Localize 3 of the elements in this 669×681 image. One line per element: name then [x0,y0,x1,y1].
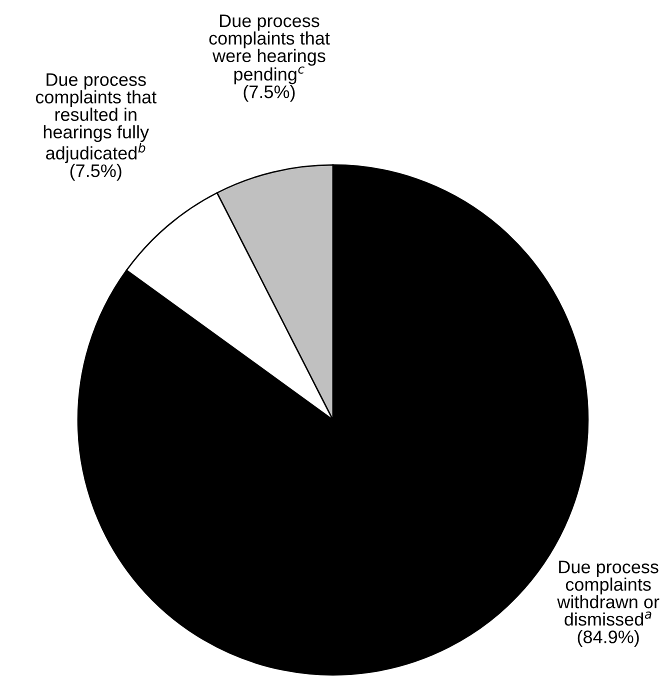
slice-label: Due process complaints that were hearings pending$^{c}$ (7.5%) [209,14,330,102]
slice-label: Due process complaints withdrawn or dismissed$^{a}$ (84.9%) [557,560,660,647]
category-label: Due process complaints that resulted in hearings fully adjudicated$^{b}$ (7.5%) [36,73,156,181]
